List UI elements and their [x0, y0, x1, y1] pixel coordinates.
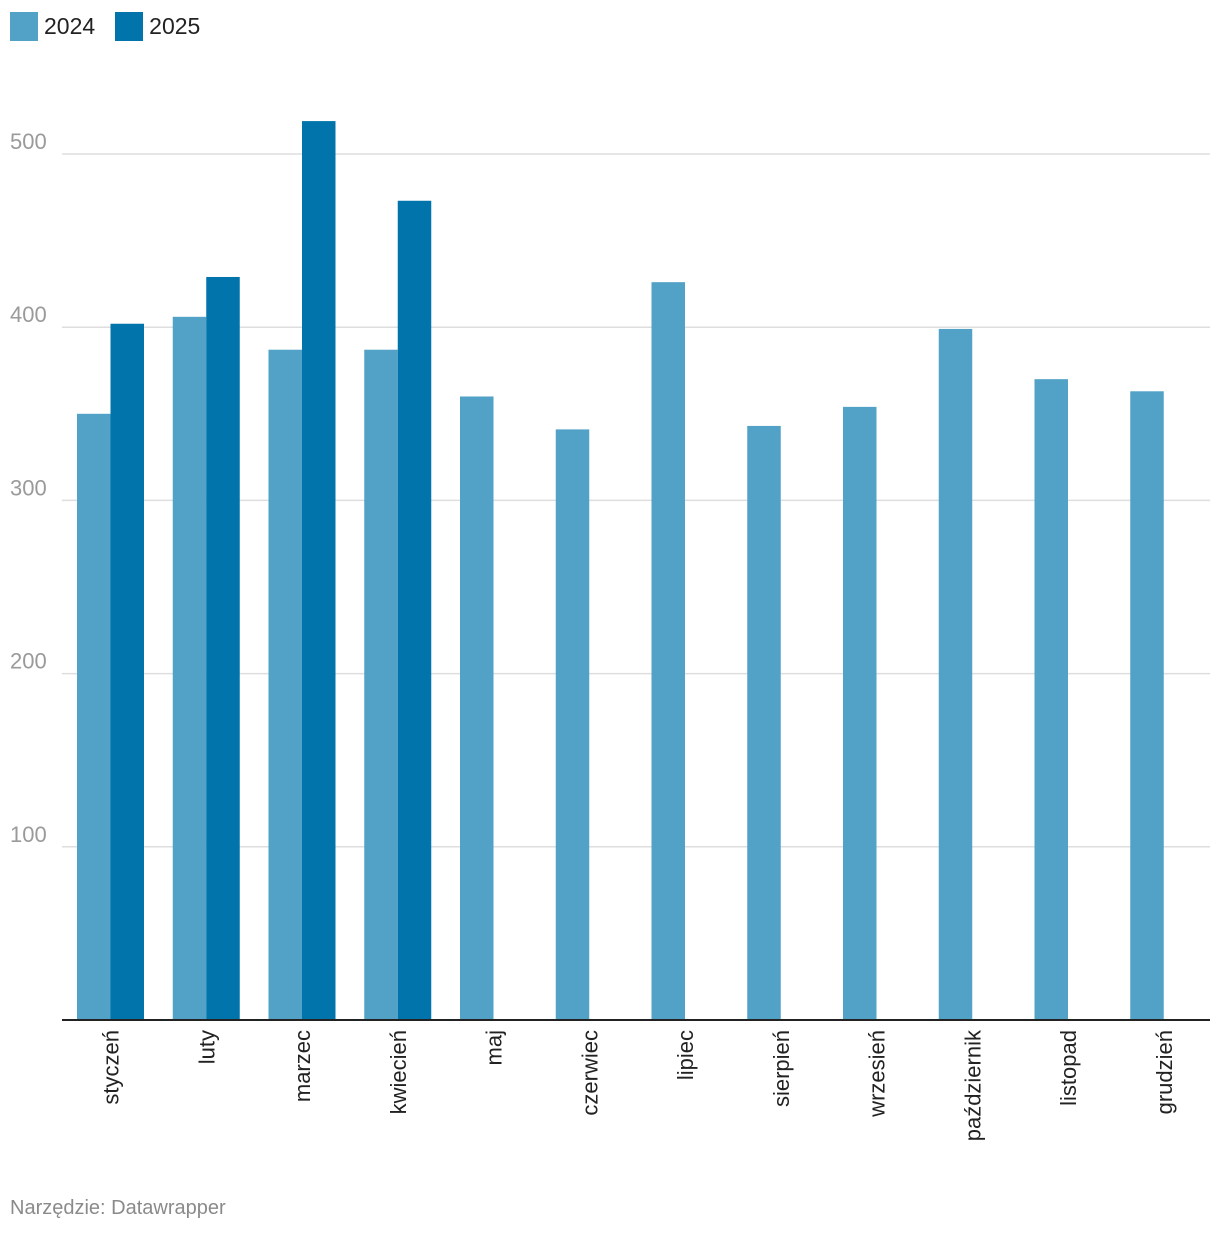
x-tick-label: listopad: [1056, 1030, 1081, 1106]
x-tick-label: lipiec: [673, 1030, 698, 1080]
bar-2024-1: [172, 316, 207, 1021]
x-tick-label: maj: [482, 1030, 507, 1065]
x-tick-label: kwiecień: [386, 1030, 411, 1114]
bar-2024-5: [555, 429, 590, 1020]
source-footer: Narzędzie: Datawrapper: [10, 1197, 226, 1219]
y-tick-label: 200: [10, 649, 47, 674]
legend-label-2024: 2024: [44, 13, 96, 39]
y-tick-label: 100: [10, 822, 47, 847]
bar-2024-9: [938, 328, 973, 1020]
x-tick-label: marzec: [290, 1030, 315, 1102]
legend-swatch-2024: [10, 12, 38, 41]
x-tick-label: grudzień: [1152, 1030, 1177, 1114]
x-tick-label: luty: [194, 1030, 219, 1064]
bar-2024-3: [364, 349, 398, 1020]
legend-swatch-2025: [115, 12, 144, 41]
x-tick-label: wrzesień: [865, 1030, 890, 1118]
legend: 2024 2025: [10, 11, 200, 42]
legend-item-2024: 2024: [10, 12, 95, 41]
y-tick-label: 300: [10, 475, 47, 500]
x-tick-label: czerwiec: [577, 1030, 602, 1116]
y-tick-label: 400: [10, 302, 47, 327]
x-tick-label: październik: [960, 1029, 985, 1141]
bars: [77, 121, 1164, 1021]
bar-2024-7: [747, 425, 781, 1020]
bar-2024-6: [651, 282, 685, 1021]
bar-2024-10: [1034, 379, 1068, 1020]
x-tick-label: styczeń: [99, 1030, 124, 1105]
x-axis-ticks: styczeń luty marzec kwiecień maj czerwiec lipi…: [99, 1029, 1177, 1141]
bar-2025-0: [110, 323, 144, 1021]
bar-2024-4: [460, 396, 494, 1021]
legend-label-2025: 2025: [149, 13, 201, 39]
bar-2024-0: [77, 413, 111, 1020]
x-tick-label: sierpień: [769, 1030, 794, 1107]
bar-2024-8: [843, 406, 877, 1020]
legend-item-2025: 2025: [115, 12, 200, 41]
bar-2025-3: [397, 200, 432, 1020]
gridlines: [62, 153, 1210, 848]
bar-2025-1: [206, 276, 240, 1020]
bar-2025-2: [302, 121, 336, 1021]
bar-2024-11: [1130, 391, 1164, 1020]
bar-2024-2: [268, 349, 302, 1020]
y-axis-ticks: 100 200 300 400 500: [10, 129, 47, 847]
y-tick-label: 500: [10, 129, 47, 154]
